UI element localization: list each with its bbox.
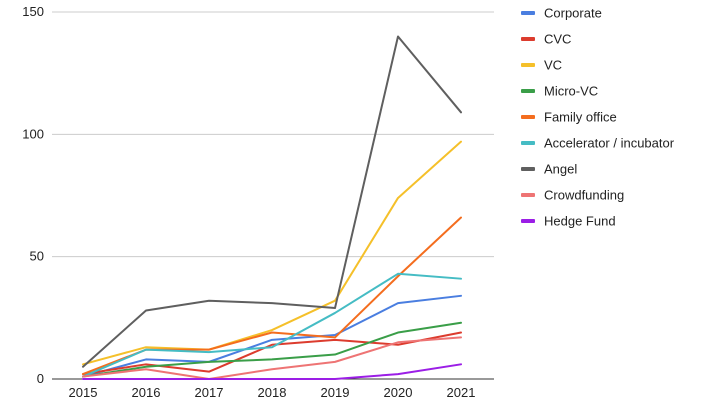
legend-swatch (521, 11, 535, 15)
legend-label: Crowdfunding (544, 188, 624, 203)
legend: Corporate CVC VC Micro-VC Family office Accel… (521, 6, 675, 229)
legend-swatch (521, 115, 535, 119)
series-line (82, 272, 462, 378)
x-tick-label: 2020 (384, 385, 413, 400)
x-tick-label: 2018 (258, 385, 287, 400)
legend-swatch (521, 193, 535, 197)
x-axis-ticks: 2015 2016 2017 2018 2019 2020 2021 (69, 385, 476, 400)
legend-swatch (521, 167, 535, 171)
legend-swatch (521, 89, 535, 93)
x-tick-label: 2019 (321, 385, 350, 400)
legend-label: Family office (544, 110, 617, 125)
legend-label: Hedge Fund (544, 214, 616, 229)
series-line (82, 331, 462, 376)
legend-label: VC (544, 58, 562, 73)
legend-label: Corporate (544, 6, 602, 21)
legend-swatch (521, 141, 535, 145)
legend-label: Accelerator / incubator (544, 136, 675, 151)
x-tick-label: 2015 (69, 385, 98, 400)
x-tick-label: 2021 (447, 385, 476, 400)
y-tick-label: 100 (22, 126, 44, 141)
series-line (82, 336, 462, 380)
series-line (82, 363, 462, 380)
legend-swatch (521, 63, 535, 67)
series-line (82, 140, 462, 366)
legend-label: Angel (544, 162, 577, 177)
series-line (82, 35, 462, 368)
x-tick-label: 2017 (195, 385, 224, 400)
y-tick-label: 150 (22, 4, 44, 19)
legend-label: CVC (544, 32, 571, 47)
series-line (82, 216, 462, 376)
x-tick-label: 2016 (132, 385, 161, 400)
legend-swatch (521, 37, 535, 41)
y-tick-label: 0 (37, 371, 44, 386)
y-axis-ticks: 0 50 100 150 (22, 4, 44, 386)
legend-label: Micro-VC (544, 84, 598, 99)
legend-swatch (521, 219, 535, 223)
grid-layer (52, 11, 494, 380)
series-line (82, 294, 462, 378)
series-layer (82, 35, 462, 380)
y-tick-label: 50 (30, 249, 44, 264)
series-line (82, 321, 462, 378)
